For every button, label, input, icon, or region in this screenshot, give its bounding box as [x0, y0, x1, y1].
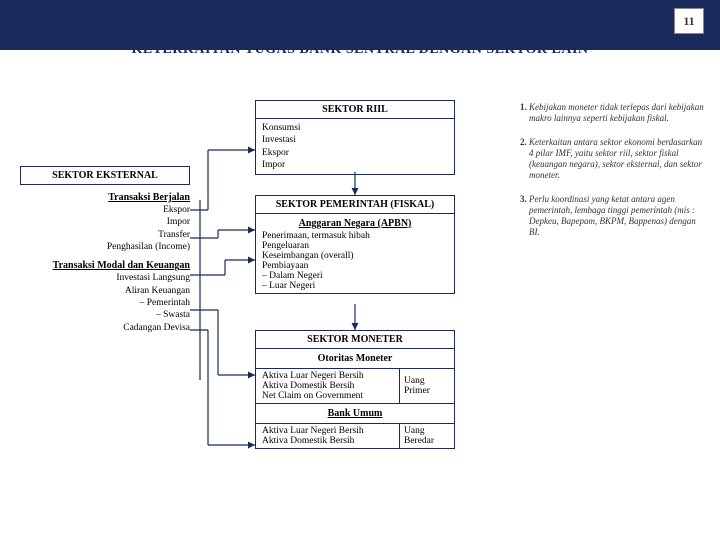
bank-right: Uang Beredar — [399, 424, 454, 448]
note-1: Kebijakan moneter tidak terlepas dari ke… — [529, 102, 708, 125]
note-2: Keterkaitan antara sektor ekonomi berdas… — [529, 137, 708, 182]
bank-title: Bank Umum — [262, 406, 448, 421]
notes-list: Kebijakan moneter tidak terlepas dari ke… — [513, 102, 708, 251]
note-3: Perlu koordinasi yang ketat antara agen … — [529, 194, 708, 239]
fiskal-subtitle: Anggaran Negara (APBN) — [262, 216, 448, 231]
eks-g2-title: Transaksi Modal dan Keuangan — [20, 259, 190, 272]
slide-title: KETERKAITAN TUGAS BANK SENTRAL DENGAN SE… — [0, 42, 720, 58]
fiskal-header: SEKTOR PEMERINTAH (FISKAL) — [256, 196, 454, 214]
eks-g1-title: Transaksi Berjalan — [20, 191, 190, 204]
otoritas-left: Aktiva Luar Negeri Bersih Aktiva Domesti… — [256, 369, 399, 403]
riil-body: Konsumsi Investasi Ekspor Impor — [256, 119, 454, 174]
box-moneter: SEKTOR MONETER Otoritas Moneter Aktiva L… — [255, 330, 455, 449]
eks-g2-items: Investasi Langsung Aliran Keuangan – Pem… — [20, 272, 190, 334]
page-number: 11 — [674, 8, 704, 34]
box-fiskal: SEKTOR PEMERINTAH (FISKAL) Anggaran Nega… — [255, 195, 455, 294]
otoritas-right: Uang Primer — [399, 369, 454, 403]
riil-header: SEKTOR RIIL — [256, 101, 454, 119]
moneter-header: SEKTOR MONETER — [256, 331, 454, 349]
otoritas-title: Otoritas Moneter — [262, 351, 448, 366]
fiskal-body: Penerimaan, termasuk hibah Pengeluaran K… — [262, 231, 448, 291]
eks-g1-items: Ekspor Impor Transfer Penghasilan (Incom… — [20, 204, 190, 253]
eksternal-header: SEKTOR EKSTERNAL — [20, 166, 190, 185]
bank-left: Aktiva Luar Negeri Bersih Aktiva Domesti… — [256, 424, 399, 448]
box-riil: SEKTOR RIIL Konsumsi Investasi Ekspor Im… — [255, 100, 455, 175]
box-eksternal: SEKTOR EKSTERNAL Transaksi Berjalan Eksp… — [20, 166, 190, 334]
